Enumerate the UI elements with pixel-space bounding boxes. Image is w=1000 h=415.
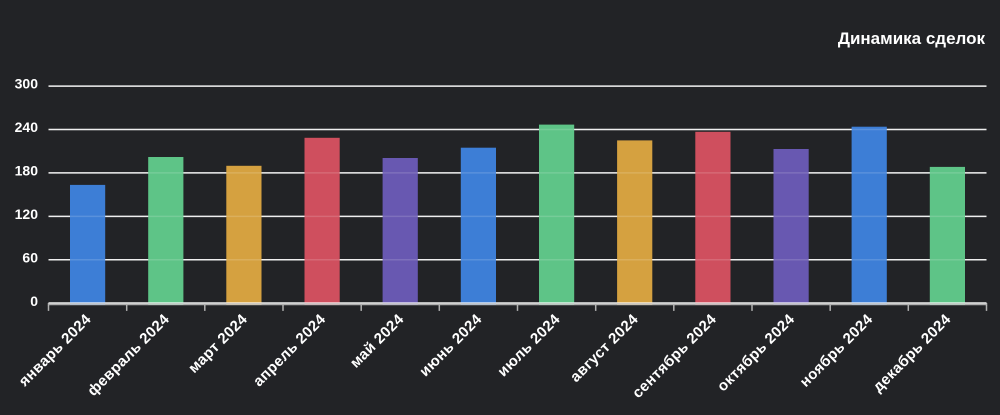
svg-text:июль 2024: июль 2024	[494, 311, 564, 381]
svg-text:ноябрь 2024: ноябрь 2024	[797, 311, 877, 391]
svg-text:январь 2024: январь 2024	[16, 311, 95, 390]
svg-text:0: 0	[30, 293, 38, 309]
svg-text:120: 120	[15, 206, 39, 222]
svg-text:май 2024: май 2024	[347, 311, 408, 372]
svg-text:240: 240	[15, 119, 39, 135]
svg-text:декабрь 2024: декабрь 2024	[870, 311, 955, 396]
svg-text:февраль 2024: февраль 2024	[84, 311, 173, 400]
svg-text:апрель 2024: апрель 2024	[250, 311, 329, 390]
svg-text:март 2024: март 2024	[185, 311, 251, 377]
svg-text:июнь 2024: июнь 2024	[416, 311, 486, 381]
svg-text:180: 180	[15, 163, 39, 179]
svg-text:октябрь 2024: октябрь 2024	[714, 311, 798, 395]
svg-text:август 2024: август 2024	[567, 311, 642, 386]
svg-text:300: 300	[15, 76, 39, 92]
svg-text:сентябрь 2024: сентябрь 2024	[629, 311, 720, 402]
svg-text:60: 60	[22, 249, 38, 265]
svg-text:Динамика сделок: Динамика сделок	[838, 29, 986, 48]
